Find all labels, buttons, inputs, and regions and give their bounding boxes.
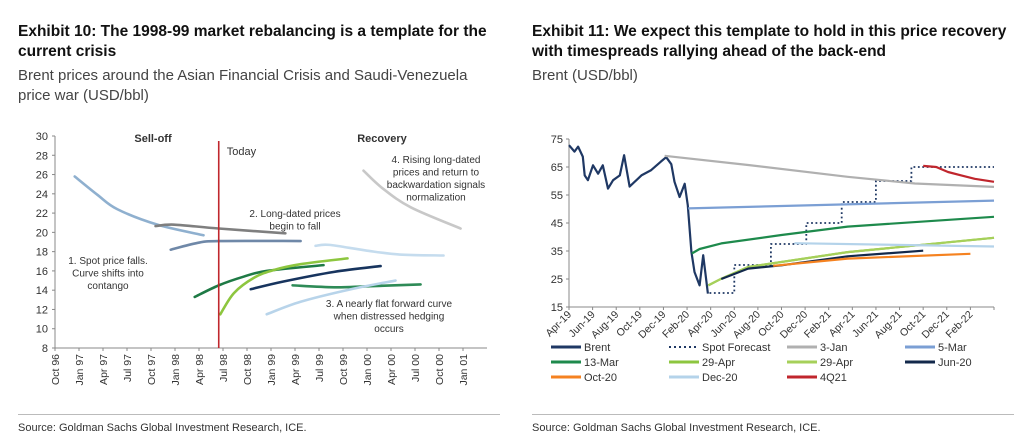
y-tick-label: 24: [36, 189, 48, 201]
x-tick-label: Jan 98: [170, 354, 182, 386]
x-tick-label: Jan 01: [458, 354, 470, 386]
y-tick-label: 25: [551, 274, 563, 286]
right-chart-title: Exhibit 11: We expect this template to h…: [532, 23, 1007, 60]
legend-label: Oct-20: [584, 372, 617, 384]
annotation-line: when distressed hedging: [333, 312, 445, 323]
forward-curve-8: [249, 264, 382, 291]
y-tick-label: 18: [36, 247, 48, 259]
x-tick-label: Jul 98: [218, 354, 230, 382]
annotation-line: contango: [87, 281, 129, 292]
y-tick-label: 75: [551, 134, 563, 146]
region-label-recovery: Recovery: [357, 133, 407, 145]
x-tick-label: Oct 98: [242, 354, 254, 385]
y-tick-label: 26: [36, 170, 48, 182]
x-tick-label: Feb-20: [660, 309, 692, 341]
x-tick-label: Oct 96: [50, 354, 62, 385]
left-source: Source: Goldman Sachs Global Investment …: [18, 422, 307, 434]
forward-curve-10: [265, 279, 397, 316]
annotation-line: backwardation signals: [387, 180, 485, 191]
legend-label: 13-Mar: [584, 357, 619, 369]
series-29-apr-line: [707, 236, 995, 287]
x-tick-label: Jul 00: [410, 354, 422, 382]
y-tick-label: 35: [551, 246, 563, 258]
legend-label: 3-Jan: [820, 342, 848, 354]
series-13-mar-line: [691, 215, 995, 255]
annotation-line: 2. Long-dated prices: [249, 209, 340, 220]
forward-curve-4: [362, 169, 462, 230]
forward-curve-9: [291, 283, 422, 289]
forward-curve-2: [154, 223, 287, 235]
y-tick-label: 8: [42, 343, 48, 355]
series-5-mar-line: [688, 199, 995, 210]
x-tick-label: Oct 99: [338, 354, 350, 385]
y-tick-label: 28: [36, 150, 48, 162]
forward-curve-7: [219, 257, 349, 316]
legend-label: Dec-20: [702, 372, 737, 384]
annotation-line: Curve shifts into: [72, 269, 144, 280]
annotation-line: 4. Rising long-dated: [392, 155, 481, 166]
legend-label: 5-Mar: [938, 342, 967, 354]
annotation-line: 3. A nearly flat forward curve: [326, 299, 453, 310]
y-tick-label: 12: [36, 304, 48, 316]
legend-label: 29-Apr: [820, 357, 853, 369]
region-label-sell-off: Sell-off: [134, 133, 172, 145]
annotation-line: prices and return to: [393, 168, 480, 179]
y-tick-label: 30: [36, 131, 48, 143]
x-tick-label: Jan 00: [362, 354, 374, 386]
x-tick-label: Apr 98: [194, 354, 206, 385]
x-tick-label: Feb-22: [943, 309, 975, 341]
legend-label: Jun-20: [938, 357, 972, 369]
right-divider: [532, 414, 1014, 415]
annotation-line: occurs: [374, 324, 403, 335]
x-tick-label: Jan 99: [266, 354, 278, 386]
series-brent-line: [568, 144, 709, 294]
series-spot-forecast-line: [709, 166, 994, 294]
x-tick-label: Jul 97: [122, 354, 134, 382]
x-tick-label: Jul 99: [314, 354, 326, 382]
y-tick-label: 16: [36, 266, 48, 278]
forward-curve-5: [314, 243, 445, 257]
series-3-jan-line: [664, 154, 995, 188]
annotation-line: 1. Spot price falls.: [68, 256, 147, 267]
left-divider: [18, 414, 500, 415]
series-dec-20-line: [794, 242, 995, 248]
y-tick-label: 55: [551, 190, 563, 202]
annotation-line: begin to fall: [269, 222, 320, 233]
series-4q21-line: [923, 164, 995, 183]
right-chart-subtitle: Brent (USD/bbl): [532, 67, 638, 84]
y-tick-label: 45: [551, 218, 563, 230]
forward-curve-1: [73, 175, 205, 237]
x-tick-label: Apr 99: [290, 354, 302, 385]
right-source: Source: Goldman Sachs Global Investment …: [532, 422, 821, 434]
legend-label: Spot Forecast: [702, 342, 770, 354]
series-oct-20-line: [773, 252, 971, 267]
y-tick-label: 14: [36, 285, 48, 297]
forward-curve-3: [169, 239, 302, 252]
y-tick-label: 65: [551, 162, 563, 174]
y-tick-label: 15: [551, 302, 563, 314]
y-tick-label: 20: [36, 227, 48, 239]
y-tick-label: 10: [36, 324, 48, 336]
y-tick-label: 22: [36, 208, 48, 220]
left-chart-title: Exhibit 10: The 1998-99 market rebalanci…: [18, 23, 487, 60]
legend-label: 29-Apr: [702, 357, 735, 369]
x-tick-label: Oct 00: [434, 354, 446, 385]
annotation-line: normalization: [406, 193, 465, 204]
x-tick-label: Apr 00: [386, 354, 398, 385]
x-tick-label: Apr 97: [98, 354, 110, 385]
today-label: Today: [227, 146, 257, 158]
forward-curve-6: [193, 263, 325, 299]
x-tick-label: Feb-21: [802, 309, 834, 341]
left-chart-subtitle: Brent prices around the Asian Financial …: [18, 67, 468, 104]
legend-label: Brent: [584, 342, 610, 354]
legend-label: 4Q21: [820, 372, 847, 384]
x-tick-label: Oct 97: [146, 354, 158, 385]
x-tick-label: Jan 97: [74, 354, 86, 386]
